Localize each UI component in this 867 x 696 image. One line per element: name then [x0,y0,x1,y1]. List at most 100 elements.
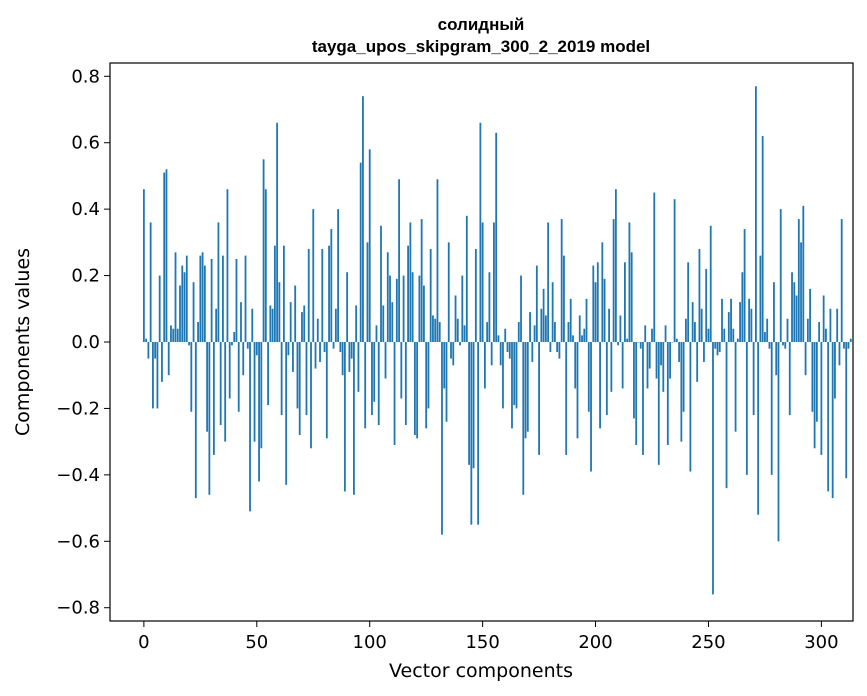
bar [368,149,371,342]
bar [736,338,739,342]
bar [341,342,344,376]
bar [628,222,631,342]
bar [696,342,699,382]
bar [689,342,692,472]
bar [420,219,423,342]
bar [544,315,547,342]
bar [556,342,559,352]
bar [549,342,552,352]
bar [192,282,195,342]
bar [472,342,475,469]
bar [705,268,708,342]
bar [533,325,536,342]
bar [610,342,613,392]
bar [813,342,816,449]
bar [456,318,459,342]
bar [447,242,450,342]
bar [305,342,308,416]
bar [481,222,484,342]
bar [307,249,310,342]
bar [158,275,161,342]
x-tick-label: 250 [691,632,725,653]
bar [723,328,726,342]
bar [531,342,534,362]
bar [739,302,741,342]
bar [434,318,437,342]
bar [314,342,317,369]
bar [152,342,154,409]
x-tick-label: 150 [465,632,499,653]
bar [759,255,762,342]
bar [734,342,737,432]
bar [493,222,495,342]
bar [145,338,148,342]
bar [770,342,773,475]
bar [389,275,391,342]
bar [800,242,802,342]
bar [255,342,258,356]
bar [773,282,775,342]
bar [795,295,798,342]
bar [425,342,428,429]
bar [565,342,568,455]
bar [838,342,841,366]
bar [748,298,751,342]
bar [843,342,845,349]
bar [660,342,662,366]
bar [312,209,315,342]
x-tick-label: 0 [138,632,149,653]
bar [210,258,213,342]
bar [682,342,685,412]
bar [522,342,525,495]
bar [596,262,599,342]
bar [569,298,572,342]
bar [551,282,554,342]
bar [581,335,583,342]
bar [337,209,339,342]
bar [282,245,285,342]
bar [601,242,604,342]
bar [170,325,172,342]
bar [249,342,251,512]
bar [698,249,701,342]
bar [486,322,489,342]
bar [718,342,721,352]
bar [292,342,294,372]
bar [285,342,288,485]
bar [567,322,570,342]
bar [246,342,249,349]
bar [208,342,211,495]
bar [488,272,491,342]
bar [264,189,267,342]
bar [761,136,764,342]
bar [429,249,432,342]
bar [524,342,527,439]
bar [646,342,649,389]
chart-title-line-1: солидный [438,15,525,34]
bar [834,342,836,399]
bar [700,308,703,342]
bar [413,342,416,435]
bar [154,342,157,359]
bar [330,229,333,342]
bar [176,328,179,342]
bar [576,342,579,439]
y-tick-label: 0.6 [71,133,100,154]
bar [675,338,678,342]
bar [201,252,204,342]
bar [190,342,193,412]
y-axis-ticks: −0.8 −0.6 −0.4 −0.2 0.0 0.2 0.4 0.6 0.8 [56,66,110,619]
bar [506,342,509,352]
bar [624,262,626,342]
bar [574,342,577,389]
bar [280,342,283,416]
bar [714,342,717,349]
bar [587,342,590,412]
bar [657,342,660,465]
bar [463,325,466,342]
bar [797,219,800,342]
bar [450,342,452,359]
bar [203,265,206,342]
bar [822,295,825,342]
bar [353,342,355,495]
